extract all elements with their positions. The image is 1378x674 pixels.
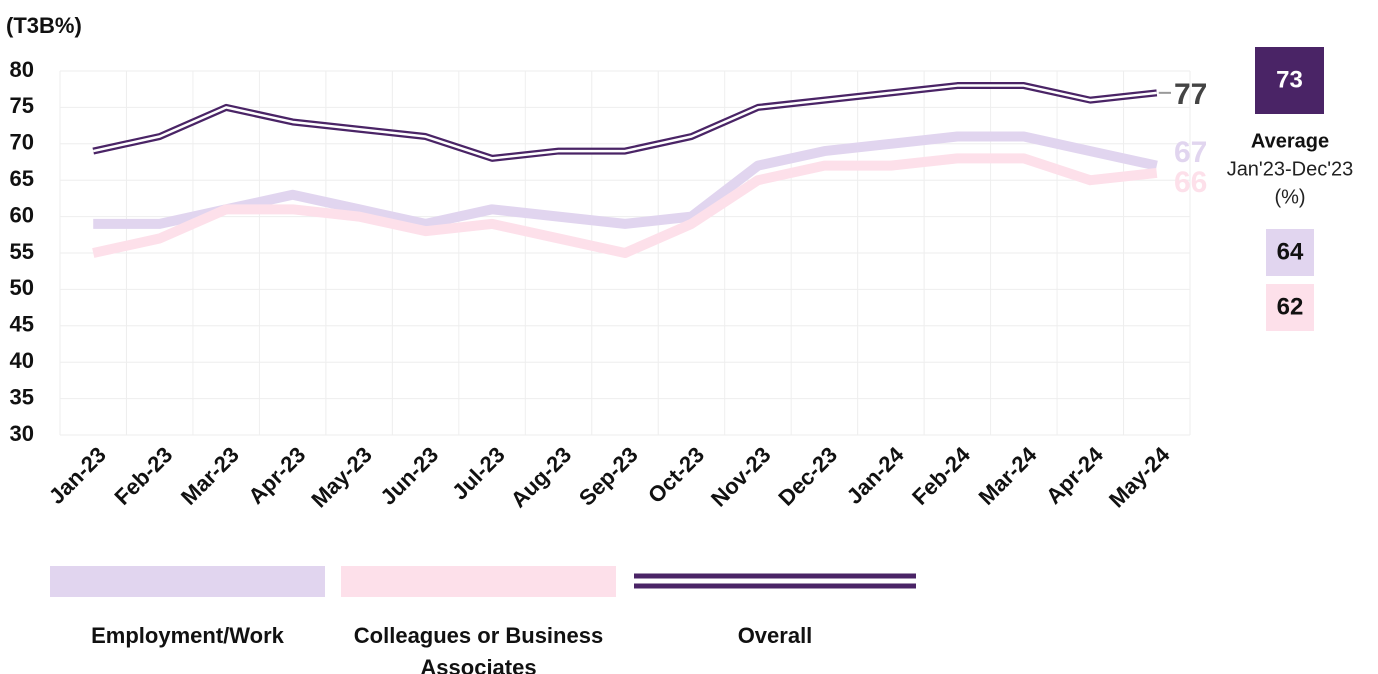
series-line	[93, 131, 1158, 229]
series-line	[92, 82, 1158, 162]
average-box	[1266, 284, 1314, 331]
y-tick-label: 65	[10, 166, 34, 191]
y-tick-label: 40	[10, 348, 34, 373]
x-tick-label: Feb-23	[110, 442, 178, 510]
y-tick-label: 30	[10, 421, 34, 446]
x-tick-label: May-23	[306, 442, 376, 512]
y-axis-label: (T3B%)	[6, 13, 82, 38]
x-tick-label: Jan-24	[842, 441, 910, 509]
x-tick-label: Dec-23	[773, 442, 842, 511]
legend-swatch	[50, 566, 325, 597]
x-tick-label: Apr-23	[243, 442, 310, 509]
series-line-inner	[92, 84, 1157, 160]
legend-label: Colleagues or Business Associates	[353, 623, 604, 674]
x-tick-label: Jun-23	[375, 442, 443, 510]
legend-swatch	[341, 566, 616, 597]
end-label: 66	[1174, 166, 1207, 199]
y-tick-label: 50	[10, 275, 34, 300]
y-tick-label: 55	[10, 239, 34, 264]
end-label: 67	[1174, 136, 1207, 169]
average-title: Average	[1251, 130, 1329, 152]
x-tick-label: Jul-23	[447, 442, 510, 505]
series-line	[92, 153, 1158, 258]
x-tick-label: Oct-23	[643, 442, 709, 508]
x-tick-label: Aug-23	[506, 442, 576, 512]
y-tick-label: 70	[10, 130, 34, 155]
x-tick-label: Nov-23	[706, 442, 776, 512]
average-value: 62	[1277, 293, 1304, 320]
average-unit: (%)	[1274, 186, 1305, 208]
average-value: 73	[1276, 66, 1303, 93]
x-tick-label: Jan-23	[44, 442, 111, 509]
average-box	[1255, 47, 1324, 114]
y-tick-label: 35	[10, 384, 34, 409]
end-label: 77	[1174, 78, 1207, 111]
x-tick-label: Mar-24	[974, 441, 1042, 509]
legend-label: Overall	[737, 623, 813, 648]
x-tick-label: Feb-24	[907, 441, 975, 509]
x-tick-label: Apr-24	[1041, 441, 1108, 508]
y-tick-label: 60	[10, 202, 34, 227]
x-tick-label: Sep-23	[574, 442, 643, 511]
x-tick-label: May-24	[1104, 441, 1175, 512]
y-tick-label: 80	[10, 57, 34, 82]
y-tick-label: 75	[10, 93, 34, 118]
average-box	[1266, 229, 1314, 276]
average-period: Jan'23-Dec'23	[1227, 158, 1354, 180]
legend-label: Employment/Work	[91, 623, 284, 648]
average-value: 64	[1277, 238, 1304, 265]
x-tick-label: Mar-23	[176, 442, 244, 510]
y-tick-label: 45	[10, 312, 34, 337]
